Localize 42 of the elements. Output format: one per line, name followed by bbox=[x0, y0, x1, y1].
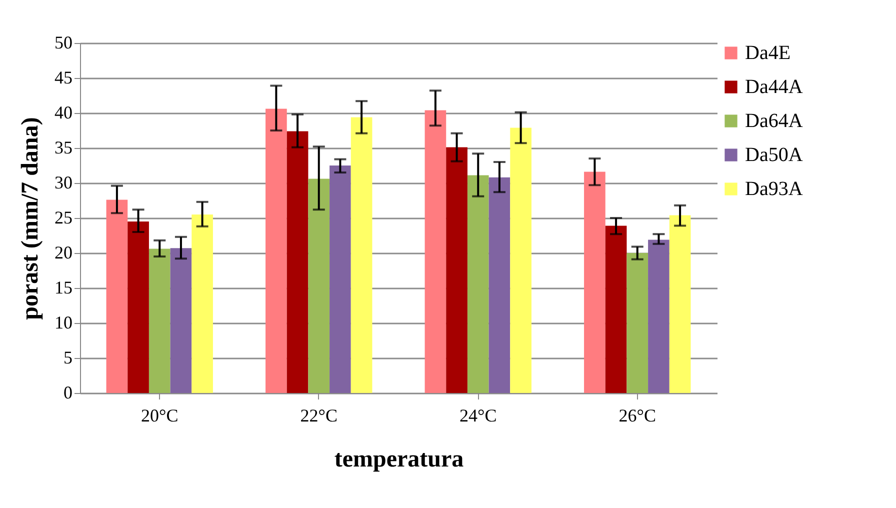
bar bbox=[192, 214, 213, 393]
y-tick-label: 40 bbox=[54, 102, 72, 122]
bar bbox=[467, 175, 489, 393]
bar bbox=[350, 117, 372, 393]
bar bbox=[488, 177, 510, 393]
x-tick-label: 20°C bbox=[141, 406, 178, 426]
legend-label: Da4E bbox=[745, 42, 791, 64]
y-tick-label: 35 bbox=[54, 138, 72, 158]
x-axis-title: temperatura bbox=[334, 446, 464, 472]
y-axis-title: porast (mm/7 dana) bbox=[18, 117, 44, 320]
y-tick-label: 5 bbox=[64, 348, 72, 368]
bar bbox=[308, 178, 330, 393]
legend-label: Da50A bbox=[745, 144, 804, 166]
bar bbox=[626, 253, 648, 393]
legend-label: Da64A bbox=[745, 110, 804, 132]
y-tick-label: 25 bbox=[54, 208, 72, 228]
legend-label: Da93A bbox=[745, 178, 804, 200]
y-tick-label: 10 bbox=[54, 312, 72, 332]
bar bbox=[330, 166, 351, 393]
bar bbox=[446, 147, 468, 393]
y-tick-label: 45 bbox=[54, 68, 72, 88]
bar bbox=[669, 215, 691, 393]
bar bbox=[648, 240, 670, 393]
y-tick-label: 20 bbox=[54, 242, 72, 262]
x-tick-label: 24°C bbox=[460, 406, 497, 426]
bar bbox=[510, 128, 532, 393]
y-tick-label: 15 bbox=[54, 278, 72, 298]
bar bbox=[148, 248, 170, 393]
bar bbox=[266, 108, 287, 393]
y-tick-label: 50 bbox=[54, 32, 72, 52]
y-tick-label: 30 bbox=[54, 172, 72, 192]
bar bbox=[106, 200, 128, 393]
x-tick-label: 26°C bbox=[618, 406, 656, 426]
bar bbox=[128, 222, 149, 393]
x-tick-label: 22°C bbox=[300, 406, 338, 426]
y-tick-label: 0 bbox=[64, 382, 72, 402]
bar bbox=[286, 131, 308, 393]
bar bbox=[605, 226, 627, 393]
bar bbox=[170, 248, 192, 393]
bar bbox=[424, 110, 446, 393]
legend-label: Da44A bbox=[745, 76, 804, 98]
bar bbox=[584, 172, 606, 393]
